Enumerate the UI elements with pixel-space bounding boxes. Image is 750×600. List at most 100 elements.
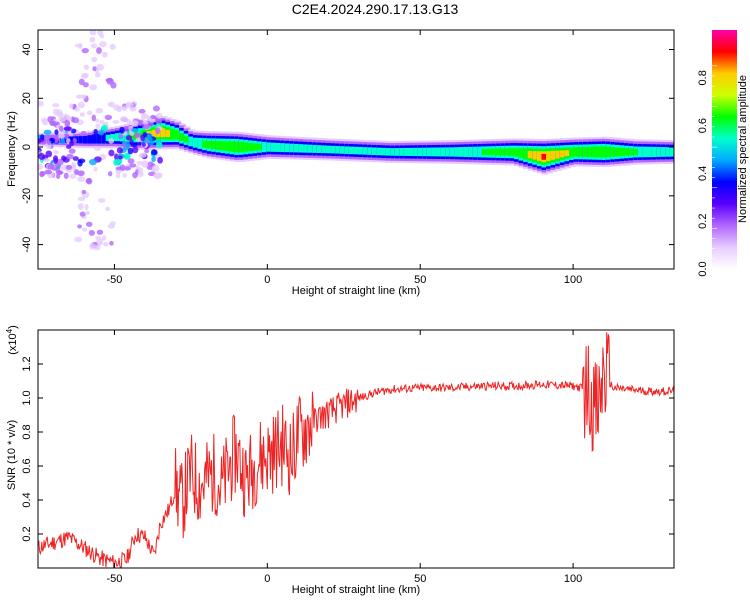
heatmap-cell bbox=[211, 140, 218, 150]
heatmap-cell bbox=[371, 147, 379, 156]
heatmap-speckle bbox=[69, 173, 77, 179]
heatmap-speckle bbox=[108, 171, 113, 177]
heatmap-cell bbox=[578, 147, 585, 157]
heatmap-cell bbox=[69, 136, 76, 144]
heatmap-speckle bbox=[74, 107, 80, 112]
heatmap-cell bbox=[73, 136, 81, 144]
heatmap-speckle bbox=[58, 116, 67, 123]
heatmap-speckle bbox=[152, 105, 160, 112]
heatmap-speckle bbox=[49, 120, 57, 126]
heatmap-cell bbox=[202, 140, 209, 148]
snr-frame bbox=[37, 329, 675, 569]
x-tick-label: -50 bbox=[106, 274, 122, 286]
heatmap-cell bbox=[408, 147, 416, 156]
heatmap-speckle bbox=[65, 144, 72, 149]
heatmap-speckle bbox=[96, 63, 104, 71]
heatmap-cell bbox=[243, 142, 250, 152]
snr-series-line bbox=[38, 332, 674, 568]
heatmap-speckle bbox=[74, 169, 79, 176]
heatmap-cell bbox=[601, 146, 608, 158]
x-tick-label: 0 bbox=[264, 274, 270, 286]
heatmap-speckle bbox=[91, 114, 97, 122]
heatmap-speckle bbox=[108, 138, 115, 144]
heatmap-cell bbox=[624, 148, 631, 156]
heatmap-speckle bbox=[113, 104, 120, 111]
heatmap-cell bbox=[247, 142, 255, 152]
colorbar-gradient bbox=[712, 30, 737, 269]
heatmap-cell bbox=[380, 147, 388, 156]
heatmap-cell bbox=[619, 147, 627, 157]
heatmap-cell bbox=[92, 134, 99, 144]
heatmap-speckle bbox=[69, 140, 75, 147]
heatmap-speckle bbox=[126, 119, 132, 125]
heatmap-cell bbox=[225, 141, 232, 152]
heatmap-speckle bbox=[94, 72, 101, 78]
heatmap-speckle bbox=[63, 126, 72, 131]
heatmap-cell bbox=[523, 148, 530, 160]
y-tick-label: 0 bbox=[21, 144, 33, 150]
heatmap-cell bbox=[582, 147, 590, 157]
heatmap-cell bbox=[546, 151, 553, 162]
heatmap-cell bbox=[449, 147, 457, 157]
heatmap-speckle bbox=[150, 114, 156, 120]
heatmap-speckle bbox=[113, 159, 119, 166]
heatmap-cell bbox=[280, 143, 287, 153]
heatmap-speckle bbox=[39, 171, 46, 177]
heatmap-speckle bbox=[40, 134, 45, 140]
heatmap-speckle bbox=[122, 172, 127, 178]
heatmap-speckle bbox=[78, 78, 85, 86]
heatmap-speckle bbox=[98, 129, 105, 136]
heatmap-cell bbox=[234, 141, 241, 153]
x-tick-label: 50 bbox=[414, 274, 426, 286]
heatmap-speckle bbox=[79, 211, 86, 217]
heatmap-speckle bbox=[157, 156, 163, 164]
heatmap-speckle bbox=[84, 204, 89, 211]
heatmap-cell bbox=[385, 148, 393, 156]
heatmap-speckle bbox=[101, 124, 108, 132]
heatmap-speckle bbox=[93, 244, 101, 251]
heatmap-speckle bbox=[83, 64, 90, 70]
spectrogram-panel: -50 0 50 100 -40 -20 0 20 40 Height of straight … bbox=[6, 29, 675, 297]
heatmap-speckle bbox=[116, 158, 123, 165]
heatmap-cell bbox=[325, 145, 333, 154]
heatmap-speckle bbox=[68, 103, 74, 109]
heatmap-cell bbox=[610, 147, 617, 157]
heatmap-cell bbox=[257, 143, 264, 151]
x-tick-label: 50 bbox=[414, 573, 426, 585]
heatmap-speckle bbox=[56, 109, 63, 116]
heatmap-cell bbox=[174, 130, 182, 140]
heatmap-cell bbox=[633, 149, 640, 155]
heatmap-cell bbox=[261, 141, 269, 153]
y-tick-label: 0.2 bbox=[21, 526, 33, 541]
heatmap-speckle bbox=[114, 153, 119, 161]
heatmap-cell bbox=[41, 134, 49, 145]
heatmap-speckle bbox=[91, 56, 98, 63]
heatmap-cell bbox=[422, 147, 429, 157]
heatmap-speckle bbox=[89, 243, 95, 250]
heatmap-cell bbox=[270, 142, 278, 152]
heatmap-cell bbox=[477, 146, 484, 158]
heatmap-cell bbox=[481, 148, 489, 155]
heatmap-speckle bbox=[88, 158, 97, 166]
heatmap-speckle bbox=[129, 163, 137, 168]
y-tick-label: 0.6 bbox=[21, 458, 33, 473]
heatmap-speckle bbox=[142, 131, 147, 138]
heatmap-cell bbox=[390, 148, 397, 156]
heatmap-speckle bbox=[115, 173, 121, 179]
heatmap-speckle bbox=[117, 155, 123, 160]
heatmap-cell bbox=[587, 146, 594, 157]
heatmap-cell bbox=[431, 147, 439, 157]
heatmap-speckle bbox=[101, 51, 108, 58]
heatmap-cell bbox=[151, 129, 159, 138]
heatmap-cell bbox=[183, 136, 191, 143]
colorbar: 0.0 0.2 0.4 0.6 0.8 Normalized spectral ampl… bbox=[697, 30, 749, 277]
heatmap-speckle bbox=[95, 123, 101, 130]
heatmap-speckle bbox=[125, 135, 133, 141]
heatmap-cell bbox=[165, 129, 173, 138]
spectrogram-ticks: -50 0 50 100 -40 -20 0 20 40 bbox=[21, 30, 674, 286]
spectrogram-frame bbox=[37, 29, 675, 270]
heatmap-cell bbox=[591, 146, 599, 158]
heatmap-speckle bbox=[103, 241, 109, 247]
heatmap-speckle bbox=[86, 110, 93, 116]
